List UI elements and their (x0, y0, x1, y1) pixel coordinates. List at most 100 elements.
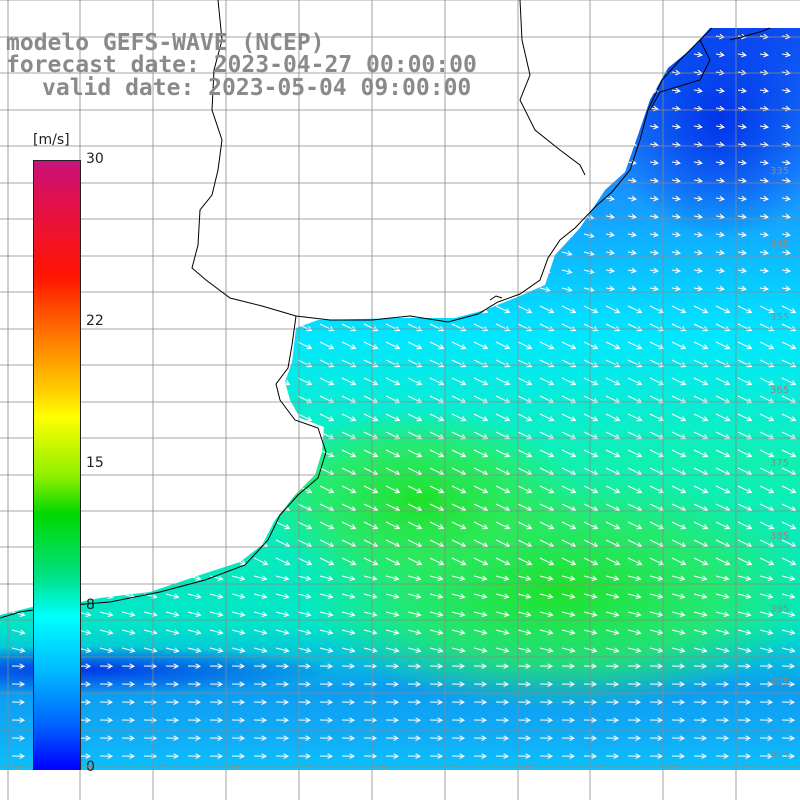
wind-arrow (781, 575, 796, 581)
lon-label: 3 (742, 763, 753, 770)
wind-arrow (122, 17, 132, 22)
wind-arrow (187, 557, 203, 566)
wind-arrow (429, 395, 445, 404)
coastline (0, 0, 771, 619)
wind-arrow (429, 521, 445, 530)
wind-arrow (627, 231, 637, 238)
wind-arrow (209, 753, 224, 759)
wind-arrow (495, 735, 510, 741)
wind-arrow (451, 286, 463, 293)
wind-arrow (386, 17, 396, 22)
wind-arrow (275, 268, 287, 275)
wind-arrow (275, 413, 291, 422)
wind-arrow (495, 699, 510, 705)
wind-arrow (473, 699, 488, 705)
wind-arrow (319, 106, 331, 113)
wind-arrow (319, 359, 335, 368)
wind-arrow (385, 575, 400, 581)
wind-arrow (11, 341, 27, 350)
wind-arrow (253, 323, 269, 332)
wind-arrow (407, 485, 423, 494)
wind-arrow (649, 557, 665, 566)
wind-arrow (517, 268, 529, 275)
wind-arrow (165, 629, 180, 635)
wind-arrow (319, 593, 334, 599)
wind-arrow (517, 431, 533, 440)
wind-arrow (99, 359, 115, 368)
wind-arrow (715, 681, 730, 687)
wind-arrow (11, 449, 27, 458)
wind-arrow (517, 753, 532, 759)
wind-arrow (143, 196, 155, 203)
wind-arrow (759, 177, 769, 184)
wind-arrow (627, 267, 637, 274)
wind-arrow (628, 772, 640, 777)
wind-arrow (187, 735, 202, 741)
wind-arrow (297, 629, 312, 635)
wind-arrow (495, 106, 507, 113)
wind-arrow (363, 395, 379, 404)
wind-arrow (429, 663, 444, 669)
wind-arrow (143, 503, 159, 512)
wind-arrow (319, 160, 331, 167)
wind-arrow (275, 142, 287, 149)
wind-arrow (253, 124, 265, 131)
wind-arrow (759, 341, 775, 350)
lat-label: 355 (770, 312, 790, 323)
wind-arrow (759, 195, 769, 202)
wind-arrow (606, 772, 618, 777)
wind-arrow (781, 395, 797, 404)
wind-arrow (121, 160, 133, 167)
wind-arrow (517, 106, 529, 113)
wind-arrow (209, 557, 225, 566)
wind-arrow (650, 16, 658, 21)
wind-arrow (671, 717, 686, 723)
wind-arrow (407, 196, 419, 203)
wind-arrow (495, 449, 511, 458)
wind-arrow (737, 575, 752, 581)
wind-arrow (605, 681, 620, 687)
wind-arrow (605, 341, 621, 350)
wind-arrow (737, 87, 747, 94)
wind-arrow (627, 249, 637, 256)
wind-arrow (11, 124, 23, 131)
wind-arrow (584, 17, 594, 22)
wind-arrow (407, 629, 422, 635)
wind-arrow (495, 52, 507, 59)
wind-arrow (275, 611, 290, 617)
lon-label: 4 (12, 763, 23, 770)
wind-arrow (737, 735, 752, 741)
wind-arrow (781, 159, 791, 166)
wind-arrow (297, 160, 309, 167)
wind-arrow (231, 196, 243, 203)
wind-arrow (737, 159, 747, 166)
wind-arrow (341, 395, 357, 404)
wind-arrow (385, 593, 400, 599)
wind-arrow (99, 305, 115, 314)
wind-arrow (627, 521, 643, 530)
wind-arrow (99, 124, 111, 131)
wind-arrow (627, 87, 637, 94)
wind-arrow (363, 377, 379, 386)
wind-arrow (407, 413, 423, 422)
wind-arrow (209, 341, 225, 350)
wind-arrow (781, 699, 796, 705)
wind-arrow (605, 663, 620, 669)
wind-arrow (715, 521, 731, 530)
wind-arrow (715, 305, 731, 314)
wind-arrow (275, 629, 290, 635)
wind-arrow (759, 285, 769, 292)
wind-arrow (627, 663, 642, 669)
wind-arrow (671, 629, 686, 635)
wind-arrow (165, 305, 181, 314)
wind-arrow (231, 323, 247, 332)
wind-arrow (209, 106, 221, 113)
wind-arrow (473, 663, 488, 669)
wind-arrow (671, 377, 687, 386)
wind-arrow (407, 395, 423, 404)
wind-arrow (298, 17, 308, 22)
wind-arrow (627, 699, 642, 705)
wind-arrow (209, 717, 224, 723)
wind-arrow (166, 17, 176, 22)
wind-arrow (187, 611, 202, 617)
